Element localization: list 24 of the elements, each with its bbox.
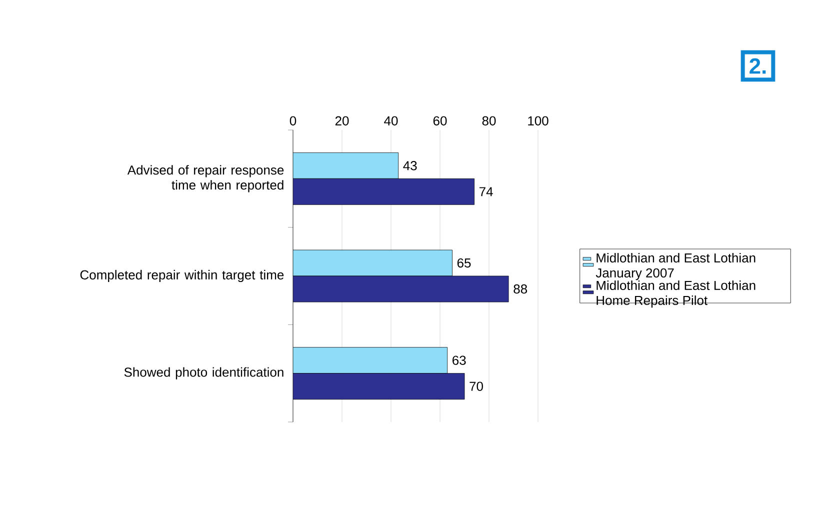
x-tick-label: 20	[335, 116, 349, 126]
y-tick-label: Advised of repair response time when reported	[127, 165, 284, 192]
x-tick-label: 40	[384, 116, 398, 126]
bar	[293, 276, 509, 302]
legend-label: Midlothian and East Lothian Home Repairs Pilot	[596, 280, 756, 308]
x-tick-label: 0	[290, 116, 296, 126]
bar	[293, 347, 448, 374]
data-label: 43	[403, 161, 417, 170]
bar	[293, 250, 452, 276]
y-tick-label: Showed photo identification	[124, 367, 284, 380]
data-label: 63	[452, 356, 466, 365]
data-label: 65	[457, 258, 471, 268]
data-label: 74	[480, 187, 493, 196]
y-tick-label: Completed repair within target time	[80, 270, 284, 282]
data-label: 70	[470, 382, 483, 391]
text: 2.	[750, 58, 766, 74]
x-tick-label: 60	[433, 116, 447, 126]
data-label: 88	[514, 284, 528, 294]
x-tick-label: 80	[482, 116, 496, 126]
bar	[293, 152, 399, 179]
x-tick-label: 100	[528, 116, 548, 126]
bar	[293, 373, 465, 400]
legend-label: Midlothian and East Lothian January 2007	[596, 252, 756, 280]
bar	[293, 178, 474, 205]
